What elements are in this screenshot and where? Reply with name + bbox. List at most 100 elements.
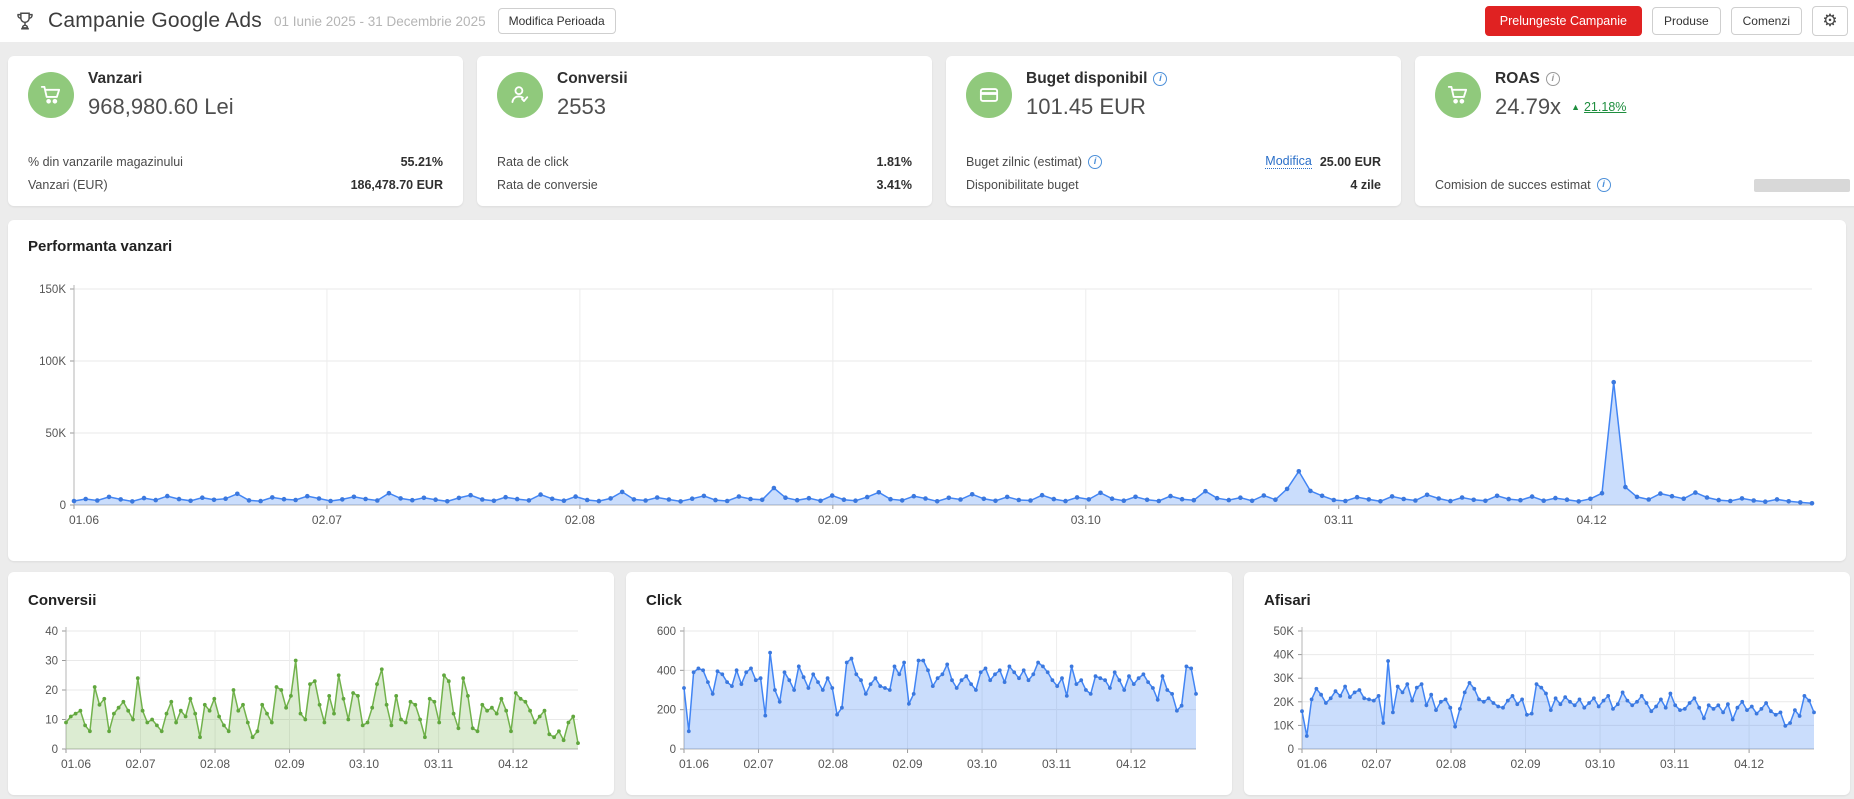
- afisari-chart: 0 10K 20K 30K 40K 50K 01.06 02.07 02.08 02.09 03.1…: [1264, 615, 1830, 783]
- card-buget-value: 101.45 EUR: [1026, 94, 1146, 119]
- conversii-panel: Conversii 0 10 20 30 40 01.06 02.07 02.08 02.09 0…: [8, 572, 614, 795]
- info-icon[interactable]: i: [1545, 72, 1560, 86]
- svg-text:03.11: 03.11: [1042, 757, 1071, 771]
- info-icon[interactable]: i: [1596, 178, 1611, 192]
- card-conversii-title: Conversii: [557, 70, 628, 87]
- svg-text:40K: 40K: [1274, 650, 1295, 662]
- cart-icon: [1435, 72, 1481, 118]
- svg-text:02.07: 02.07: [1362, 757, 1392, 771]
- gear-icon: ⚙: [1822, 11, 1838, 30]
- conversii-chart-title: Conversii: [28, 592, 97, 609]
- card-roas-title: ROAS i: [1495, 70, 1626, 88]
- trophy-icon: [17, 12, 33, 30]
- user-check-icon: [497, 72, 543, 118]
- svg-text:03.10: 03.10: [1585, 757, 1615, 771]
- svg-text:01.06: 01.06: [69, 513, 99, 527]
- sales-performance-title: Performanta vanzari: [28, 238, 173, 255]
- settings-button[interactable]: ⚙: [1812, 6, 1848, 36]
- svg-text:30K: 30K: [1274, 673, 1295, 685]
- card-roas-value: 24.79x ▲ 21.18%: [1495, 94, 1627, 119]
- svg-text:04.12: 04.12: [498, 757, 528, 771]
- click-chart: 0 200 400 600 01.06 02.07 02.08 02.09 03.10 03.11…: [646, 615, 1212, 783]
- info-icon[interactable]: i: [1153, 72, 1168, 86]
- row-rata-conversie: Rata de conversie 3.41%: [497, 178, 912, 192]
- cart-icon: [28, 72, 74, 118]
- click-chart-title: Click: [646, 592, 682, 609]
- svg-text:50K: 50K: [1274, 626, 1295, 638]
- svg-text:100K: 100K: [39, 356, 66, 368]
- card-vanzari: Vanzari 968,980.60 Lei % din vanzarile m…: [8, 56, 463, 206]
- svg-text:02.09: 02.09: [818, 513, 848, 527]
- svg-text:03.10: 03.10: [349, 757, 379, 771]
- svg-text:10: 10: [45, 715, 58, 727]
- afisari-chart-title: Afisari: [1264, 592, 1311, 609]
- svg-text:20: 20: [45, 685, 58, 697]
- svg-text:150K: 150K: [39, 284, 66, 296]
- svg-text:04.12: 04.12: [1116, 757, 1146, 771]
- conversii-chart: 0 10 20 30 40 01.06 02.07 02.08 02.09 03.10 03.11 0…: [28, 615, 594, 783]
- card-roas: ROAS i 24.79x ▲ 21.18% Comision de succe…: [1415, 56, 1854, 206]
- svg-text:02.09: 02.09: [275, 757, 305, 771]
- svg-text:02.07: 02.07: [312, 513, 342, 527]
- svg-text:0: 0: [1288, 744, 1294, 756]
- svg-text:02.09: 02.09: [1511, 757, 1541, 771]
- svg-text:01.06: 01.06: [1297, 757, 1327, 771]
- modifica-link[interactable]: Modifica: [1265, 154, 1312, 169]
- svg-text:02.08: 02.08: [818, 757, 848, 771]
- modify-period-button[interactable]: Modifica Perioada: [497, 8, 616, 34]
- svg-text:0: 0: [670, 744, 676, 756]
- svg-text:03.11: 03.11: [1660, 757, 1689, 771]
- svg-text:02.08: 02.08: [565, 513, 595, 527]
- svg-text:200: 200: [657, 705, 676, 717]
- card-vanzari-title: Vanzari: [88, 70, 143, 87]
- svg-text:02.07: 02.07: [126, 757, 156, 771]
- row-buget-zilnic: Buget zilnic (estimat) i Modifica 25.00 …: [966, 154, 1381, 169]
- svg-text:40: 40: [45, 626, 58, 638]
- products-button[interactable]: Produse: [1651, 7, 1721, 35]
- row-rata-click: Rata de click 1.81%: [497, 155, 912, 169]
- svg-text:04.12: 04.12: [1577, 513, 1607, 527]
- svg-text:01.06: 01.06: [61, 757, 91, 771]
- sales-performance-chart: 0 50K 100K 150K 01.06 02.07 02.08 02.09 03.10 03.…: [28, 263, 1826, 549]
- svg-text:50K: 50K: [46, 428, 67, 440]
- arrow-up-icon: ▲: [1571, 102, 1580, 112]
- campaign-date-range: 01 Iunie 2025 - 31 Decembrie 2025: [273, 13, 486, 29]
- extend-campaign-button[interactable]: Prelungeste Campanie: [1484, 6, 1642, 36]
- top-bar: Campanie Google Ads 01 Iunie 2025 - 31 D…: [0, 0, 1854, 42]
- row-vanzari-eur: Vanzari (EUR) 186,478.70 EUR: [28, 178, 443, 192]
- svg-text:03.10: 03.10: [1071, 513, 1101, 527]
- row-comision-succes: Comision de succes estimat i: [1435, 178, 1850, 192]
- info-icon[interactable]: i: [1088, 154, 1103, 169]
- sales-performance-panel: Performanta vanzari 0 50K 100K 150K 01.06 02.…: [8, 220, 1846, 561]
- svg-text:400: 400: [657, 665, 676, 677]
- card-buget-title: Buget disponibil i: [1026, 70, 1168, 88]
- svg-text:0: 0: [60, 500, 66, 512]
- row-procent-vanzari: % din vanzarile magazinului 55.21%: [28, 155, 443, 169]
- page-title: Campanie Google Ads: [48, 9, 262, 32]
- skeleton-placeholder: [1754, 178, 1850, 192]
- orders-button[interactable]: Comenzi: [1730, 7, 1802, 35]
- click-panel: Click 0 200 400 600 01.06 02.07 02.08 02.09 03.1…: [626, 572, 1232, 795]
- roas-delta-link[interactable]: 21.18%: [1583, 100, 1627, 114]
- card-conversii-value: 2553: [557, 94, 606, 119]
- svg-text:02.08: 02.08: [200, 757, 230, 771]
- svg-text:0: 0: [52, 744, 58, 756]
- roas-delta: ▲ 21.18%: [1571, 100, 1626, 114]
- svg-text:02.07: 02.07: [744, 757, 774, 771]
- svg-text:01.06: 01.06: [679, 757, 709, 771]
- stat-cards-row: Vanzari 968,980.60 Lei % din vanzarile m…: [8, 56, 1854, 206]
- svg-text:20K: 20K: [1274, 697, 1295, 709]
- afisari-panel: Afisari 0 10K 20K 30K 40K 50K 01.06 02.07 02.08 0…: [1244, 572, 1850, 795]
- svg-text:02.08: 02.08: [1436, 757, 1466, 771]
- svg-text:04.12: 04.12: [1734, 757, 1764, 771]
- svg-text:600: 600: [657, 626, 676, 638]
- credit-card-icon: [966, 72, 1012, 118]
- row-disponibilitate-buget: Disponibilitate buget 4 zile: [966, 178, 1381, 192]
- svg-text:30: 30: [45, 656, 58, 668]
- bottom-charts-row: Conversii 0 10 20 30 40 01.06 02.07 02.08 02.09 0…: [8, 572, 1854, 795]
- svg-text:03.11: 03.11: [424, 757, 453, 771]
- svg-text:03.11: 03.11: [1324, 513, 1353, 527]
- card-buget: Buget disponibil i 101.45 EUR Buget ziln…: [946, 56, 1401, 206]
- svg-text:10K: 10K: [1274, 720, 1295, 732]
- svg-text:02.09: 02.09: [893, 757, 923, 771]
